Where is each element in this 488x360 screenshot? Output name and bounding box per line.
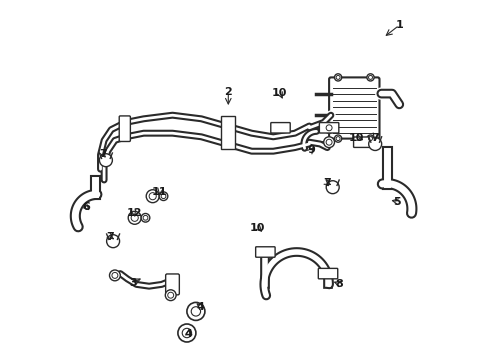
Circle shape [141, 213, 149, 222]
Circle shape [325, 181, 339, 194]
Circle shape [368, 137, 372, 141]
Text: 12: 12 [126, 208, 142, 218]
Text: 7: 7 [370, 132, 378, 143]
Text: 2: 2 [224, 87, 232, 97]
Text: 9: 9 [306, 145, 314, 156]
Circle shape [165, 290, 176, 301]
Circle shape [149, 193, 156, 200]
Circle shape [334, 74, 341, 81]
Bar [221, 116, 235, 149]
Text: 10: 10 [250, 222, 265, 233]
Circle shape [366, 74, 373, 81]
Circle shape [323, 137, 334, 148]
Text: 3: 3 [129, 278, 137, 288]
FancyBboxPatch shape [319, 123, 338, 133]
Circle shape [99, 154, 112, 167]
Text: 6: 6 [82, 202, 90, 212]
Circle shape [178, 324, 196, 342]
Circle shape [366, 135, 373, 142]
FancyBboxPatch shape [255, 247, 275, 257]
Text: 1: 1 [395, 20, 402, 30]
Circle shape [128, 211, 141, 224]
FancyBboxPatch shape [318, 269, 337, 279]
Text: 7: 7 [99, 149, 107, 159]
Text: 10: 10 [348, 132, 364, 143]
Text: 5: 5 [393, 197, 401, 207]
Text: 4: 4 [184, 329, 192, 339]
Circle shape [182, 328, 191, 338]
Circle shape [191, 307, 200, 316]
Circle shape [161, 194, 165, 199]
Circle shape [131, 214, 138, 221]
Circle shape [167, 292, 173, 298]
FancyBboxPatch shape [119, 116, 130, 141]
Text: 8: 8 [334, 279, 342, 289]
Circle shape [325, 139, 331, 145]
FancyBboxPatch shape [270, 123, 289, 133]
FancyBboxPatch shape [353, 137, 372, 148]
FancyBboxPatch shape [328, 77, 379, 139]
Circle shape [334, 135, 341, 142]
Circle shape [186, 302, 204, 320]
Text: 7: 7 [323, 178, 330, 188]
Circle shape [159, 192, 167, 201]
Circle shape [146, 190, 159, 203]
FancyBboxPatch shape [165, 274, 179, 295]
Text: 4: 4 [196, 302, 204, 312]
Circle shape [368, 76, 372, 80]
Circle shape [368, 138, 381, 150]
Circle shape [112, 273, 118, 278]
Circle shape [335, 76, 339, 80]
Text: 10: 10 [271, 88, 287, 98]
Circle shape [325, 125, 331, 131]
Circle shape [109, 270, 120, 281]
Circle shape [106, 235, 120, 248]
Circle shape [143, 215, 147, 220]
Text: 7: 7 [106, 232, 114, 242]
Text: 11: 11 [152, 186, 167, 197]
Circle shape [323, 122, 334, 133]
Circle shape [335, 137, 339, 141]
